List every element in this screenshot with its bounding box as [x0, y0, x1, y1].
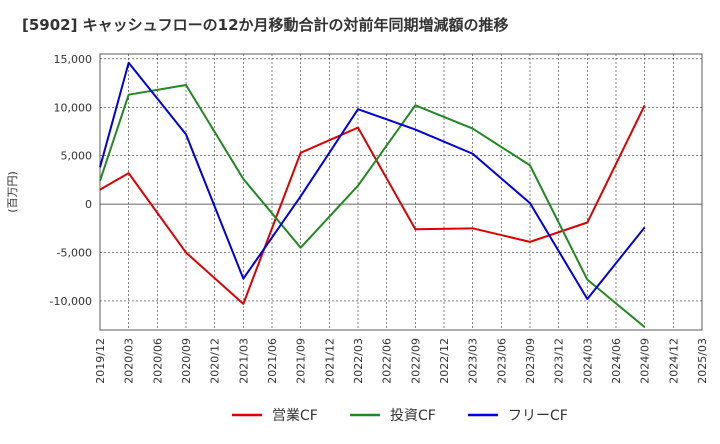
legend: 営業CF 投資CF フリーCF — [232, 408, 568, 424]
chart-title: [5902] キャッシュフローの12か月移動合計の対前年同期増減額の推移 — [22, 16, 509, 34]
x-tick-label: 2024/09 — [639, 338, 652, 384]
x-tick-label: 2024/06 — [610, 338, 623, 384]
x-tick-label: 2021/12 — [323, 338, 336, 384]
x-tick-label: 2023/03 — [467, 338, 480, 384]
legend-label: 投資CF — [390, 408, 436, 424]
y-axis-label: (百万円) — [6, 171, 19, 213]
legend-label: フリーCF — [508, 408, 568, 424]
y-tick-label: 15,000 — [54, 53, 93, 66]
x-tick-label: 2022/06 — [381, 338, 394, 384]
y-tick-label: 10,000 — [54, 101, 93, 114]
series-line-2 — [99, 83, 646, 328]
x-tick-label: 2019/12 — [94, 338, 107, 384]
x-tick-label: 2023/12 — [553, 338, 566, 384]
x-tick-label: 2020/12 — [209, 338, 222, 384]
x-tick-label: 2020/06 — [151, 338, 164, 384]
x-tick-label: 2020/09 — [180, 338, 193, 384]
x-tick-label: 2020/03 — [123, 338, 136, 384]
x-tick-label: 2021/03 — [237, 338, 250, 384]
plot-frame — [99, 53, 703, 331]
x-tick-label: 2022/12 — [438, 338, 451, 384]
series-line-3 — [99, 61, 646, 301]
x-tick-label: 2025/03 — [696, 338, 709, 384]
x-tick-label: 2023/06 — [495, 338, 508, 384]
x-tick-label: 2022/09 — [409, 338, 422, 384]
x-tick-label: 2024/12 — [667, 338, 680, 384]
x-tick-label: 2023/09 — [524, 338, 537, 384]
y-tick-label: 0 — [85, 198, 92, 211]
y-tick-label: -5,000 — [57, 247, 92, 260]
x-tick-label: 2022/03 — [352, 338, 365, 384]
y-tick-label: 5,000 — [61, 150, 93, 163]
x-tick-label: 2024/03 — [581, 338, 594, 384]
x-tick-label: 2021/06 — [266, 338, 279, 384]
plot-area: 15,000 10,000 5,000 0 -5,000 -10,000 2019/12 20… — [6, 53, 709, 384]
x-tick-label: 2021/09 — [295, 338, 308, 384]
legend-label: 営業CF — [272, 408, 318, 424]
y-tick-label: -10,000 — [50, 295, 92, 308]
